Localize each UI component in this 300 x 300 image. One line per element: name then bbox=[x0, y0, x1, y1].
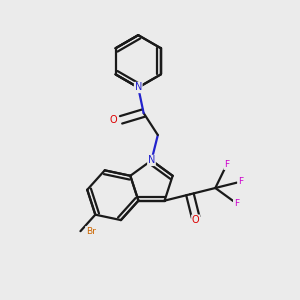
Text: F: F bbox=[224, 160, 229, 169]
Text: Br: Br bbox=[86, 227, 96, 236]
Text: O: O bbox=[110, 115, 118, 125]
Text: O: O bbox=[192, 215, 200, 225]
Text: N: N bbox=[148, 155, 155, 165]
Text: N: N bbox=[134, 82, 142, 92]
Text: F: F bbox=[238, 177, 243, 186]
Text: F: F bbox=[234, 199, 239, 208]
